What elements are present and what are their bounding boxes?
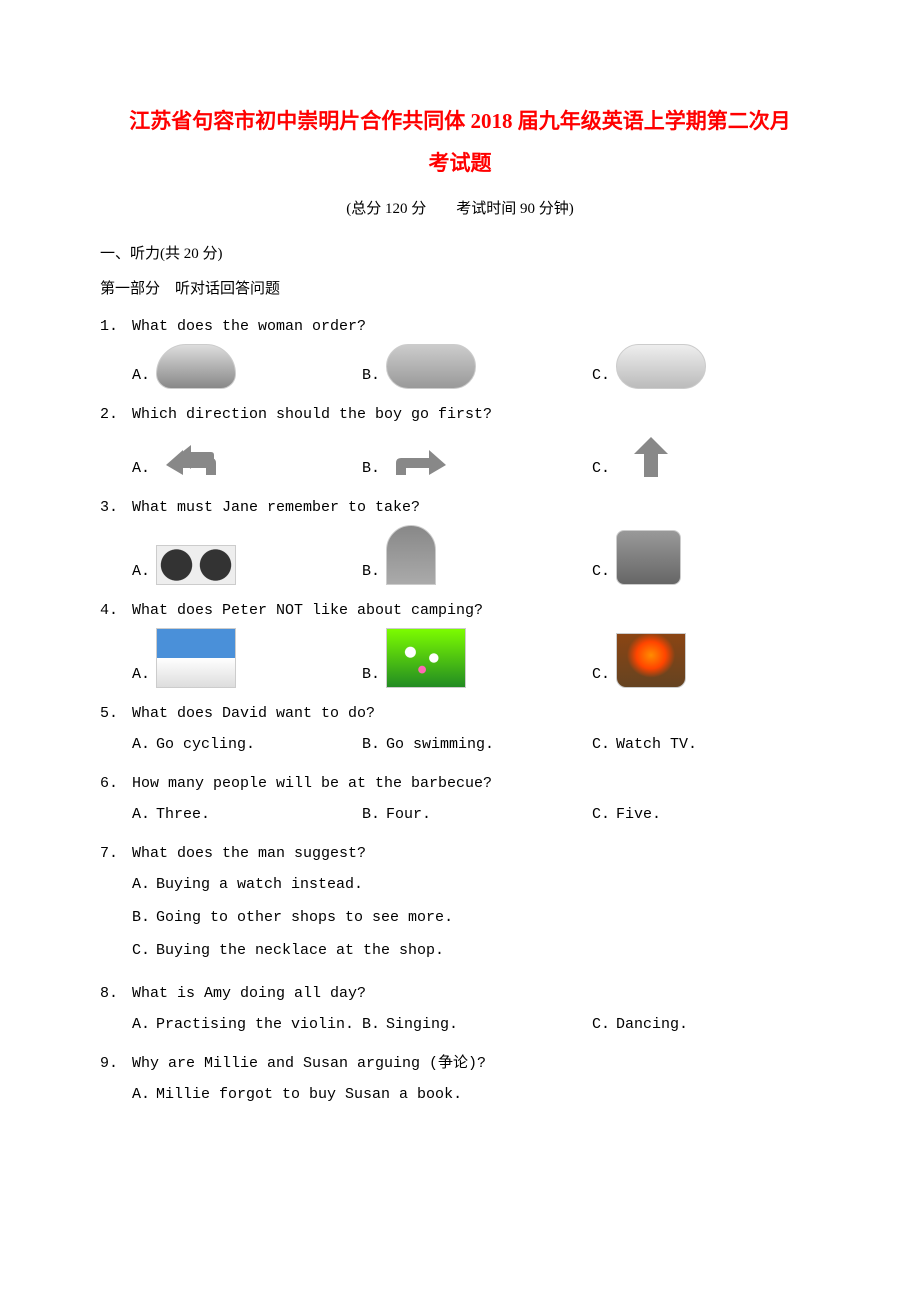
option-label: C. xyxy=(132,942,150,959)
option-label: C. xyxy=(592,661,610,688)
question-number: 8. xyxy=(100,980,132,1040)
question-text: What does the woman order? xyxy=(132,313,820,340)
subsection-header: 第一部分 听对话回答问题 xyxy=(100,276,820,303)
question-text: What is Amy doing all day? xyxy=(132,980,820,1007)
image-umbrella xyxy=(386,525,436,585)
question-number: 5. xyxy=(100,700,132,760)
option-label: A. xyxy=(132,455,150,482)
option-label: B. xyxy=(362,1011,380,1038)
arrow-left-icon xyxy=(156,432,226,482)
option-text: Three. xyxy=(156,801,210,828)
question-number: 7. xyxy=(100,840,132,970)
option-label: C. xyxy=(592,801,610,828)
question-2: 2. Which direction should the boy go fir… xyxy=(100,401,820,484)
option-text: Go cycling. xyxy=(156,731,255,758)
option-text: Buying a watch instead. xyxy=(156,876,363,893)
question-number: 2. xyxy=(100,401,132,484)
image-bowl xyxy=(156,344,236,389)
question-number: 6. xyxy=(100,770,132,830)
option-text: Watch TV. xyxy=(616,731,697,758)
exam-subtitle: (总分 120 分 考试时间 90 分钟) xyxy=(100,196,820,223)
option-label: A. xyxy=(132,661,150,688)
option-label: B. xyxy=(362,801,380,828)
option-label: B. xyxy=(362,731,380,758)
section-header: 一、听力(共 20 分) xyxy=(100,241,820,268)
question-number: 4. xyxy=(100,597,132,690)
exam-title-line1: 江苏省句容市初中崇明片合作共同体 2018 届九年级英语上学期第二次月 xyxy=(100,100,820,142)
question-number: 3. xyxy=(100,494,132,587)
question-text: What does the man suggest? xyxy=(132,840,820,867)
arrow-right-icon xyxy=(386,432,456,482)
question-8: 8. What is Amy doing all day? A.Practisi… xyxy=(100,980,820,1040)
option-label: A. xyxy=(132,731,150,758)
question-number: 1. xyxy=(100,313,132,391)
question-text: Which direction should the boy go first? xyxy=(132,401,820,428)
question-text: How many people will be at the barbecue? xyxy=(132,770,820,797)
option-text: Going to other shops to see more. xyxy=(156,909,453,926)
option-label: C. xyxy=(592,558,610,585)
question-3: 3. What must Jane remember to take? A. B… xyxy=(100,494,820,587)
option-text: Dancing. xyxy=(616,1011,688,1038)
question-number: 9. xyxy=(100,1050,132,1114)
arrow-up-icon xyxy=(616,432,686,482)
option-label: C. xyxy=(592,362,610,389)
option-label: B. xyxy=(362,558,380,585)
image-flowers xyxy=(386,628,466,688)
option-label: B. xyxy=(362,455,380,482)
image-hiker xyxy=(156,628,236,688)
question-text: What does Peter NOT like about camping? xyxy=(132,597,820,624)
question-9: 9. Why are Millie and Susan arguing (争论)… xyxy=(100,1050,820,1114)
option-label: B. xyxy=(362,661,380,688)
option-label: A. xyxy=(132,1011,150,1038)
option-label: C. xyxy=(592,455,610,482)
question-text: What does David want to do? xyxy=(132,700,820,727)
option-text: Singing. xyxy=(386,1011,458,1038)
option-label: A. xyxy=(132,876,150,893)
image-fish xyxy=(386,344,476,389)
option-text: Five. xyxy=(616,801,661,828)
option-label: C. xyxy=(592,1011,610,1038)
option-text: Buying the necklace at the shop. xyxy=(156,942,444,959)
option-label: A. xyxy=(132,362,150,389)
question-6: 6. How many people will be at the barbec… xyxy=(100,770,820,830)
image-sunglasses xyxy=(156,545,236,585)
option-label: C. xyxy=(592,731,610,758)
option-text: Practising the violin. xyxy=(156,1011,354,1038)
question-5: 5. What does David want to do? A.Go cycl… xyxy=(100,700,820,760)
option-label: A. xyxy=(132,801,150,828)
option-label: A. xyxy=(132,558,150,585)
image-campfire xyxy=(616,633,686,688)
question-1: 1. What does the woman order? A. B. C. xyxy=(100,313,820,391)
exam-title-line2: 考试题 xyxy=(100,142,820,184)
option-label: A. xyxy=(132,1086,150,1103)
option-text: Millie forgot to buy Susan a book. xyxy=(156,1086,462,1103)
question-text: Why are Millie and Susan arguing (争论)? xyxy=(132,1050,820,1077)
option-text: Go swimming. xyxy=(386,731,494,758)
question-4: 4. What does Peter NOT like about campin… xyxy=(100,597,820,690)
option-label: B. xyxy=(362,362,380,389)
question-7: 7. What does the man suggest? A. Buying a… xyxy=(100,840,820,970)
option-text: Four. xyxy=(386,801,431,828)
image-plate xyxy=(616,344,706,389)
image-bag xyxy=(616,530,681,585)
question-text: What must Jane remember to take? xyxy=(132,494,820,521)
option-label: B. xyxy=(132,909,150,926)
